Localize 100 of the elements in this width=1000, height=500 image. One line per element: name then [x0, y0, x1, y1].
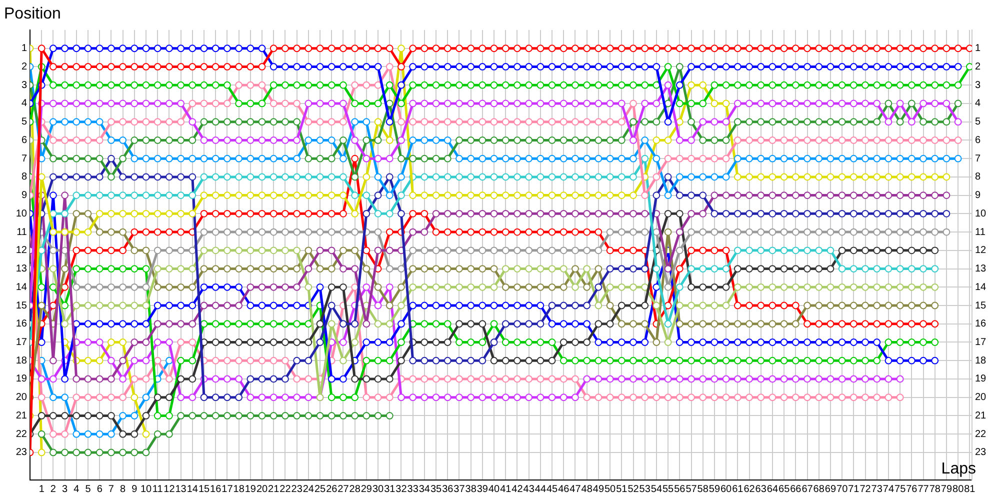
x-tick-label: 58 [697, 484, 709, 495]
x-tick-label: 17 [222, 484, 234, 495]
y-tick-label: 22 [16, 428, 28, 440]
x-tick-label: 69 [824, 484, 836, 495]
y-tick-label: 23 [16, 447, 28, 458]
x-tick-label: 50 [604, 484, 616, 495]
x-tick-label: 76 [906, 484, 918, 495]
y-tick-label: 1 [21, 43, 28, 54]
x-tick-label: 26 [326, 484, 338, 495]
y2-tick-label: 17 [975, 336, 987, 348]
y2-tick-label: 11 [975, 226, 986, 238]
x-tick-label: 29 [360, 484, 372, 495]
y-tick-label: 14 [16, 282, 28, 293]
x-tick-label: 6 [96, 484, 103, 495]
y2-tick-label: 19 [975, 374, 987, 385]
x-tick-label: 52 [628, 484, 640, 495]
y2-tick-label: 20 [975, 392, 987, 404]
y-tick-label: 3 [21, 80, 28, 91]
x-tick-label: 38 [465, 484, 477, 495]
y2-tick-label: 3 [975, 80, 981, 91]
y-tick-label: 2 [21, 61, 28, 72]
y2-tick-label: 6 [975, 134, 981, 146]
y2-tick-label: 5 [975, 116, 981, 128]
x-tick-label: 81 [964, 484, 976, 495]
x-tick-label: 66 [790, 484, 802, 495]
x-tick-label: 48 [581, 484, 593, 495]
x-tick-label: 12 [164, 484, 176, 495]
y-tick-label: 8 [21, 172, 28, 183]
y-tick-label: 17 [16, 336, 28, 348]
x-tick-label: 77 [918, 484, 930, 495]
x-tick-label: 2 [50, 484, 56, 495]
x-tick-label: 34 [418, 484, 430, 495]
x-tick-label: 54 [650, 484, 662, 495]
x-tick-label: 45 [546, 484, 558, 495]
x-tick-label: 80 [952, 484, 964, 495]
x-tick-label: 30 [372, 484, 384, 495]
x-tick-label: 11 [152, 484, 164, 495]
y2-tick-label: 1 [975, 43, 981, 54]
x-tick-label: 49 [592, 484, 604, 495]
y2-tick-label: 10 [975, 208, 987, 220]
x-tick-label: 73 [871, 484, 883, 495]
y-tick-label: 19 [16, 374, 28, 385]
x-tick-label: 18 [233, 484, 245, 495]
x-tick-label: 46 [558, 484, 570, 495]
x-tick-label: 14 [186, 484, 198, 495]
x-tick-label: 43 [523, 484, 535, 495]
x-tick-label: 9 [132, 484, 138, 495]
y2-tick-label: 2 [975, 61, 981, 72]
y-tick-label: 11 [16, 226, 28, 238]
y-tick-label: 12 [16, 245, 28, 256]
y-tick-label: 4 [21, 98, 28, 110]
y-tick-label: 6 [21, 134, 28, 146]
x-tick-label: 36 [442, 484, 454, 495]
x-tick-label: 15 [198, 484, 210, 495]
x-tick-label: 1 [38, 484, 45, 495]
x-tick-label: 16 [210, 484, 222, 495]
x-tick-label: 27 [338, 484, 350, 495]
x-tick-label: 68 [813, 484, 825, 495]
x-tick-label: 8 [120, 484, 126, 495]
x-tick-label: 4 [74, 484, 80, 495]
y2-tick-label: 23 [975, 447, 987, 458]
x-tick-label: 31 [384, 484, 396, 495]
x-tick-label: 32 [396, 484, 408, 495]
y2-tick-label: 16 [975, 318, 987, 330]
x-tick-label: 39 [476, 484, 488, 495]
y-axis-title: Position [4, 5, 61, 22]
y-tick-label: 5 [21, 116, 28, 128]
x-tick-label: 37 [454, 484, 466, 495]
y-tick-label: 18 [16, 355, 28, 366]
x-tick-label: 63 [755, 484, 767, 495]
x-tick-label: 51 [616, 484, 628, 495]
x-tick-label: 65 [778, 484, 790, 495]
x-tick-label: 42 [512, 484, 524, 495]
x-tick-label: 75 [894, 484, 906, 495]
y2-tick-label: 14 [975, 282, 987, 293]
x-tick-label: 70 [836, 484, 848, 495]
x-tick-label: 22 [280, 484, 292, 495]
y-tick-label: 20 [16, 392, 28, 404]
x-tick-label: 20 [256, 484, 268, 495]
y2-tick-label: 8 [975, 172, 981, 183]
x-tick-label: 62 [744, 484, 756, 495]
x-tick-label: 53 [639, 484, 651, 495]
x-tick-label: 79 [940, 484, 952, 495]
x-tick-label: 19 [244, 484, 256, 495]
y2-tick-label: 9 [975, 190, 981, 202]
x-tick-label: 41 [500, 484, 512, 495]
x-tick-label: 78 [929, 484, 941, 495]
x-axis-title: Laps [941, 460, 976, 478]
x-tick-label: 44 [534, 484, 546, 495]
y2-tick-label: 22 [975, 428, 987, 440]
x-tick-label: 71 [848, 484, 860, 495]
x-tick-label: 21 [268, 484, 280, 495]
x-tick-label: 23 [291, 484, 303, 495]
x-tick-label: 40 [488, 484, 500, 495]
y2-tick-label: 7 [975, 153, 981, 164]
y-tick-label: 10 [16, 208, 28, 220]
x-tick-label: 72 [860, 484, 872, 495]
x-tick-label: 3 [62, 484, 68, 495]
x-tick-label: 64 [766, 484, 778, 495]
y-tick-label: 15 [16, 300, 28, 312]
